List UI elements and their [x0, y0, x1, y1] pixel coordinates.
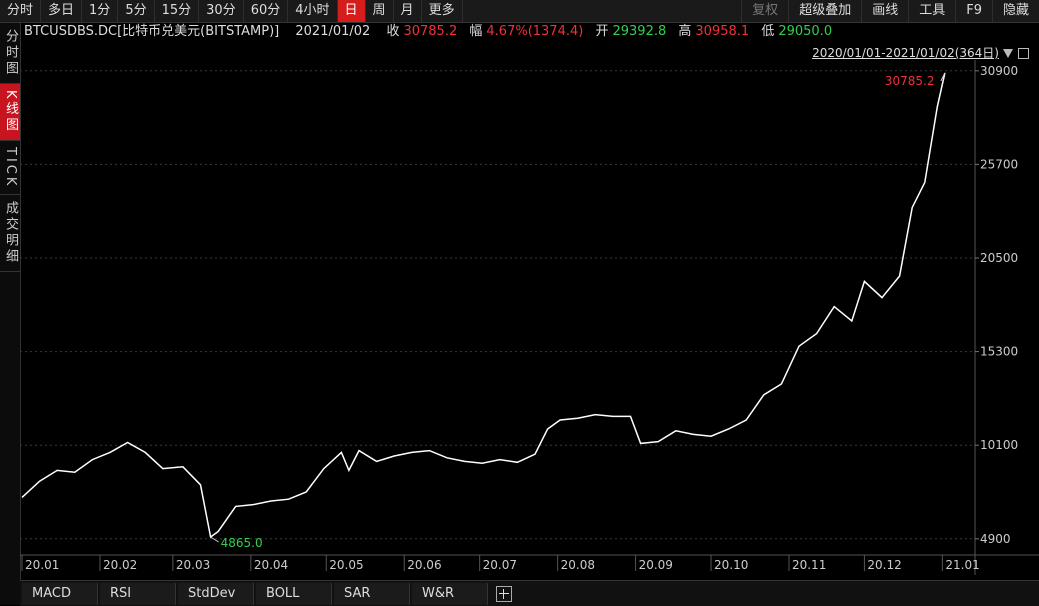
side-tab-1[interactable]: K线图 — [0, 84, 20, 141]
close-value: 30785.2 — [403, 24, 458, 39]
max-pointer — [940, 72, 946, 82]
period-button-0[interactable]: 分时 — [0, 0, 42, 22]
x-tick-label-8: 20.09 — [639, 558, 673, 572]
tool-button-1[interactable]: 超级叠加 — [788, 0, 861, 22]
x-tick-label-1: 20.02 — [103, 558, 137, 572]
period-button-8[interactable]: 日 — [337, 0, 366, 22]
quote-info-bar: BTCUSDBS.DC[比特币兑美元(BITSTAMP)] 2021/01/02… — [24, 23, 836, 41]
period-button-5[interactable]: 30分 — [199, 0, 244, 22]
add-indicator-icon[interactable] — [496, 585, 512, 602]
side-tab-0[interactable]: 分时图 — [0, 23, 20, 84]
y-tick-label-4: 10100 — [980, 438, 1018, 452]
y-tick-label-5: 4900 — [980, 532, 1011, 546]
price-line — [21, 72, 946, 539]
y-tick-label-0: 30900 — [980, 64, 1018, 78]
x-tick-label-4: 20.05 — [329, 558, 363, 572]
toolbar-right: 复权 超级叠加 画线 工具 F9 隐藏 — [741, 0, 1039, 22]
max-price-label: 30785.2 — [885, 74, 935, 88]
change-label: 幅 — [469, 24, 483, 39]
high-label: 高 — [678, 24, 692, 39]
period-button-9[interactable]: 周 — [366, 0, 394, 22]
expand-square-icon[interactable] — [1018, 48, 1029, 59]
period-button-2[interactable]: 1分 — [82, 0, 119, 22]
indicator-tab-2[interactable]: StdDev — [178, 582, 254, 605]
min-pointer — [210, 536, 219, 543]
indicator-tab-1[interactable]: RSI — [100, 582, 176, 605]
indicator-tab-3[interactable]: BOLL — [256, 582, 332, 605]
side-tab-2[interactable]: TICK — [0, 141, 20, 195]
x-tick-label-12: 21.01 — [945, 558, 979, 572]
left-sidebar: 分时图 K线图 TICK 成交明细 — [0, 23, 21, 605]
side-tab-3[interactable]: 成交明细 — [0, 195, 20, 272]
period-button-6[interactable]: 60分 — [244, 0, 289, 22]
indicator-tab-5[interactable]: W&R — [412, 582, 488, 605]
x-tick-label-5: 20.06 — [407, 558, 441, 572]
x-tick-label-10: 20.11 — [792, 558, 826, 572]
x-tick-label-6: 20.07 — [483, 558, 517, 572]
dropdown-arrow-icon[interactable] — [1003, 49, 1013, 58]
x-tick-label-2: 20.03 — [176, 558, 210, 572]
tool-button-2[interactable]: 画线 — [861, 0, 908, 22]
period-button-4[interactable]: 15分 — [155, 0, 200, 22]
low-label: 低 — [761, 24, 775, 39]
high-value: 30958.1 — [695, 24, 750, 39]
x-tick-label-9: 20.10 — [714, 558, 748, 572]
x-tick-label-0: 20.01 — [25, 558, 59, 572]
period-toolbar: 分时 多日 1分 5分 15分 30分 60分 4小时日周月更多 复权 超级叠加 画线 工具 F9 隐藏 — [0, 0, 1039, 23]
change-value: 4.67%(1374.4) — [486, 24, 584, 39]
indicator-tab-0[interactable]: MACD — [22, 582, 98, 605]
date-range-selector[interactable]: 2020/01/01-2021/01/02(364日) — [812, 44, 1029, 61]
period-button-10[interactable]: 月 — [394, 0, 422, 22]
x-tick-label-7: 20.08 — [561, 558, 595, 572]
min-price-label: 4865.0 — [221, 536, 263, 550]
y-tick-label-1: 25700 — [980, 157, 1018, 171]
tool-button-4[interactable]: F9 — [955, 0, 992, 22]
indicator-tabs: MACD RSI StdDev BOLL SAR W&R — [20, 580, 1039, 606]
period-button-3[interactable]: 5分 — [118, 0, 155, 22]
tool-button-0[interactable]: 复权 — [741, 0, 788, 22]
period-button-11[interactable]: 更多 — [422, 0, 463, 22]
x-tick-label-3: 20.04 — [254, 558, 288, 572]
quote-date: 2021/01/02 — [295, 24, 371, 39]
period-button-1[interactable]: 多日 — [41, 0, 83, 22]
open-value: 29392.8 — [612, 24, 667, 39]
x-tick-label-11: 20.12 — [867, 558, 901, 572]
period-button-7[interactable]: 4小时 — [288, 0, 338, 22]
tool-button-3[interactable]: 工具 — [908, 0, 955, 22]
date-range-text[interactable]: 2020/01/01-2021/01/02(364日) — [812, 46, 999, 60]
low-value: 29050.0 — [778, 24, 833, 39]
y-tick-label-3: 15300 — [980, 345, 1018, 359]
symbol-name: BTCUSDBS.DC[比特币兑美元(BITSTAMP)] — [24, 24, 280, 39]
tool-button-5[interactable]: 隐藏 — [991, 0, 1039, 22]
y-tick-label-2: 20500 — [980, 251, 1018, 265]
open-label: 开 — [595, 24, 609, 39]
price-chart[interactable]: 30900 25700 20500 15300 10100 4900 20.01 20.02 2… — [20, 60, 1039, 578]
indicator-tab-4[interactable]: SAR — [334, 582, 410, 605]
close-label: 收 — [386, 24, 400, 39]
